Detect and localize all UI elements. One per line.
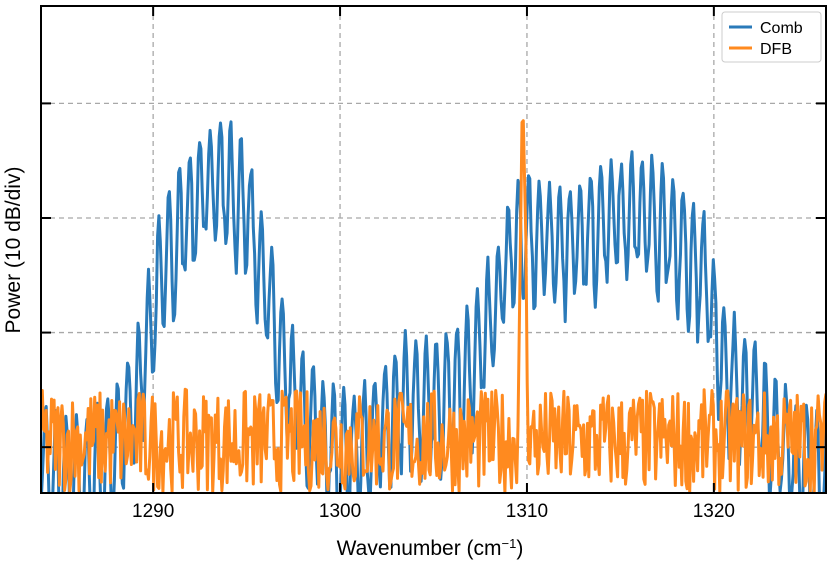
y-axis-label: Power (10 dB/div) xyxy=(2,167,25,334)
legend: Comb DFB xyxy=(721,11,822,63)
series-layer xyxy=(41,119,826,493)
x-tick-label: 1300 xyxy=(319,501,361,522)
legend-label-comb: Comb xyxy=(760,20,803,37)
legend-label-dfb: DFB xyxy=(760,41,792,58)
plot-frame xyxy=(40,5,827,494)
series-line-dfb xyxy=(41,119,826,493)
x-tick-label: 1320 xyxy=(693,501,735,522)
x-axis-label: Wavenumber (cm−1) xyxy=(337,536,524,561)
axes: 1290 1300 1310 1320 xyxy=(40,5,827,522)
x-tick-label: 1310 xyxy=(506,501,548,522)
x-tick-label: 1290 xyxy=(132,501,174,522)
